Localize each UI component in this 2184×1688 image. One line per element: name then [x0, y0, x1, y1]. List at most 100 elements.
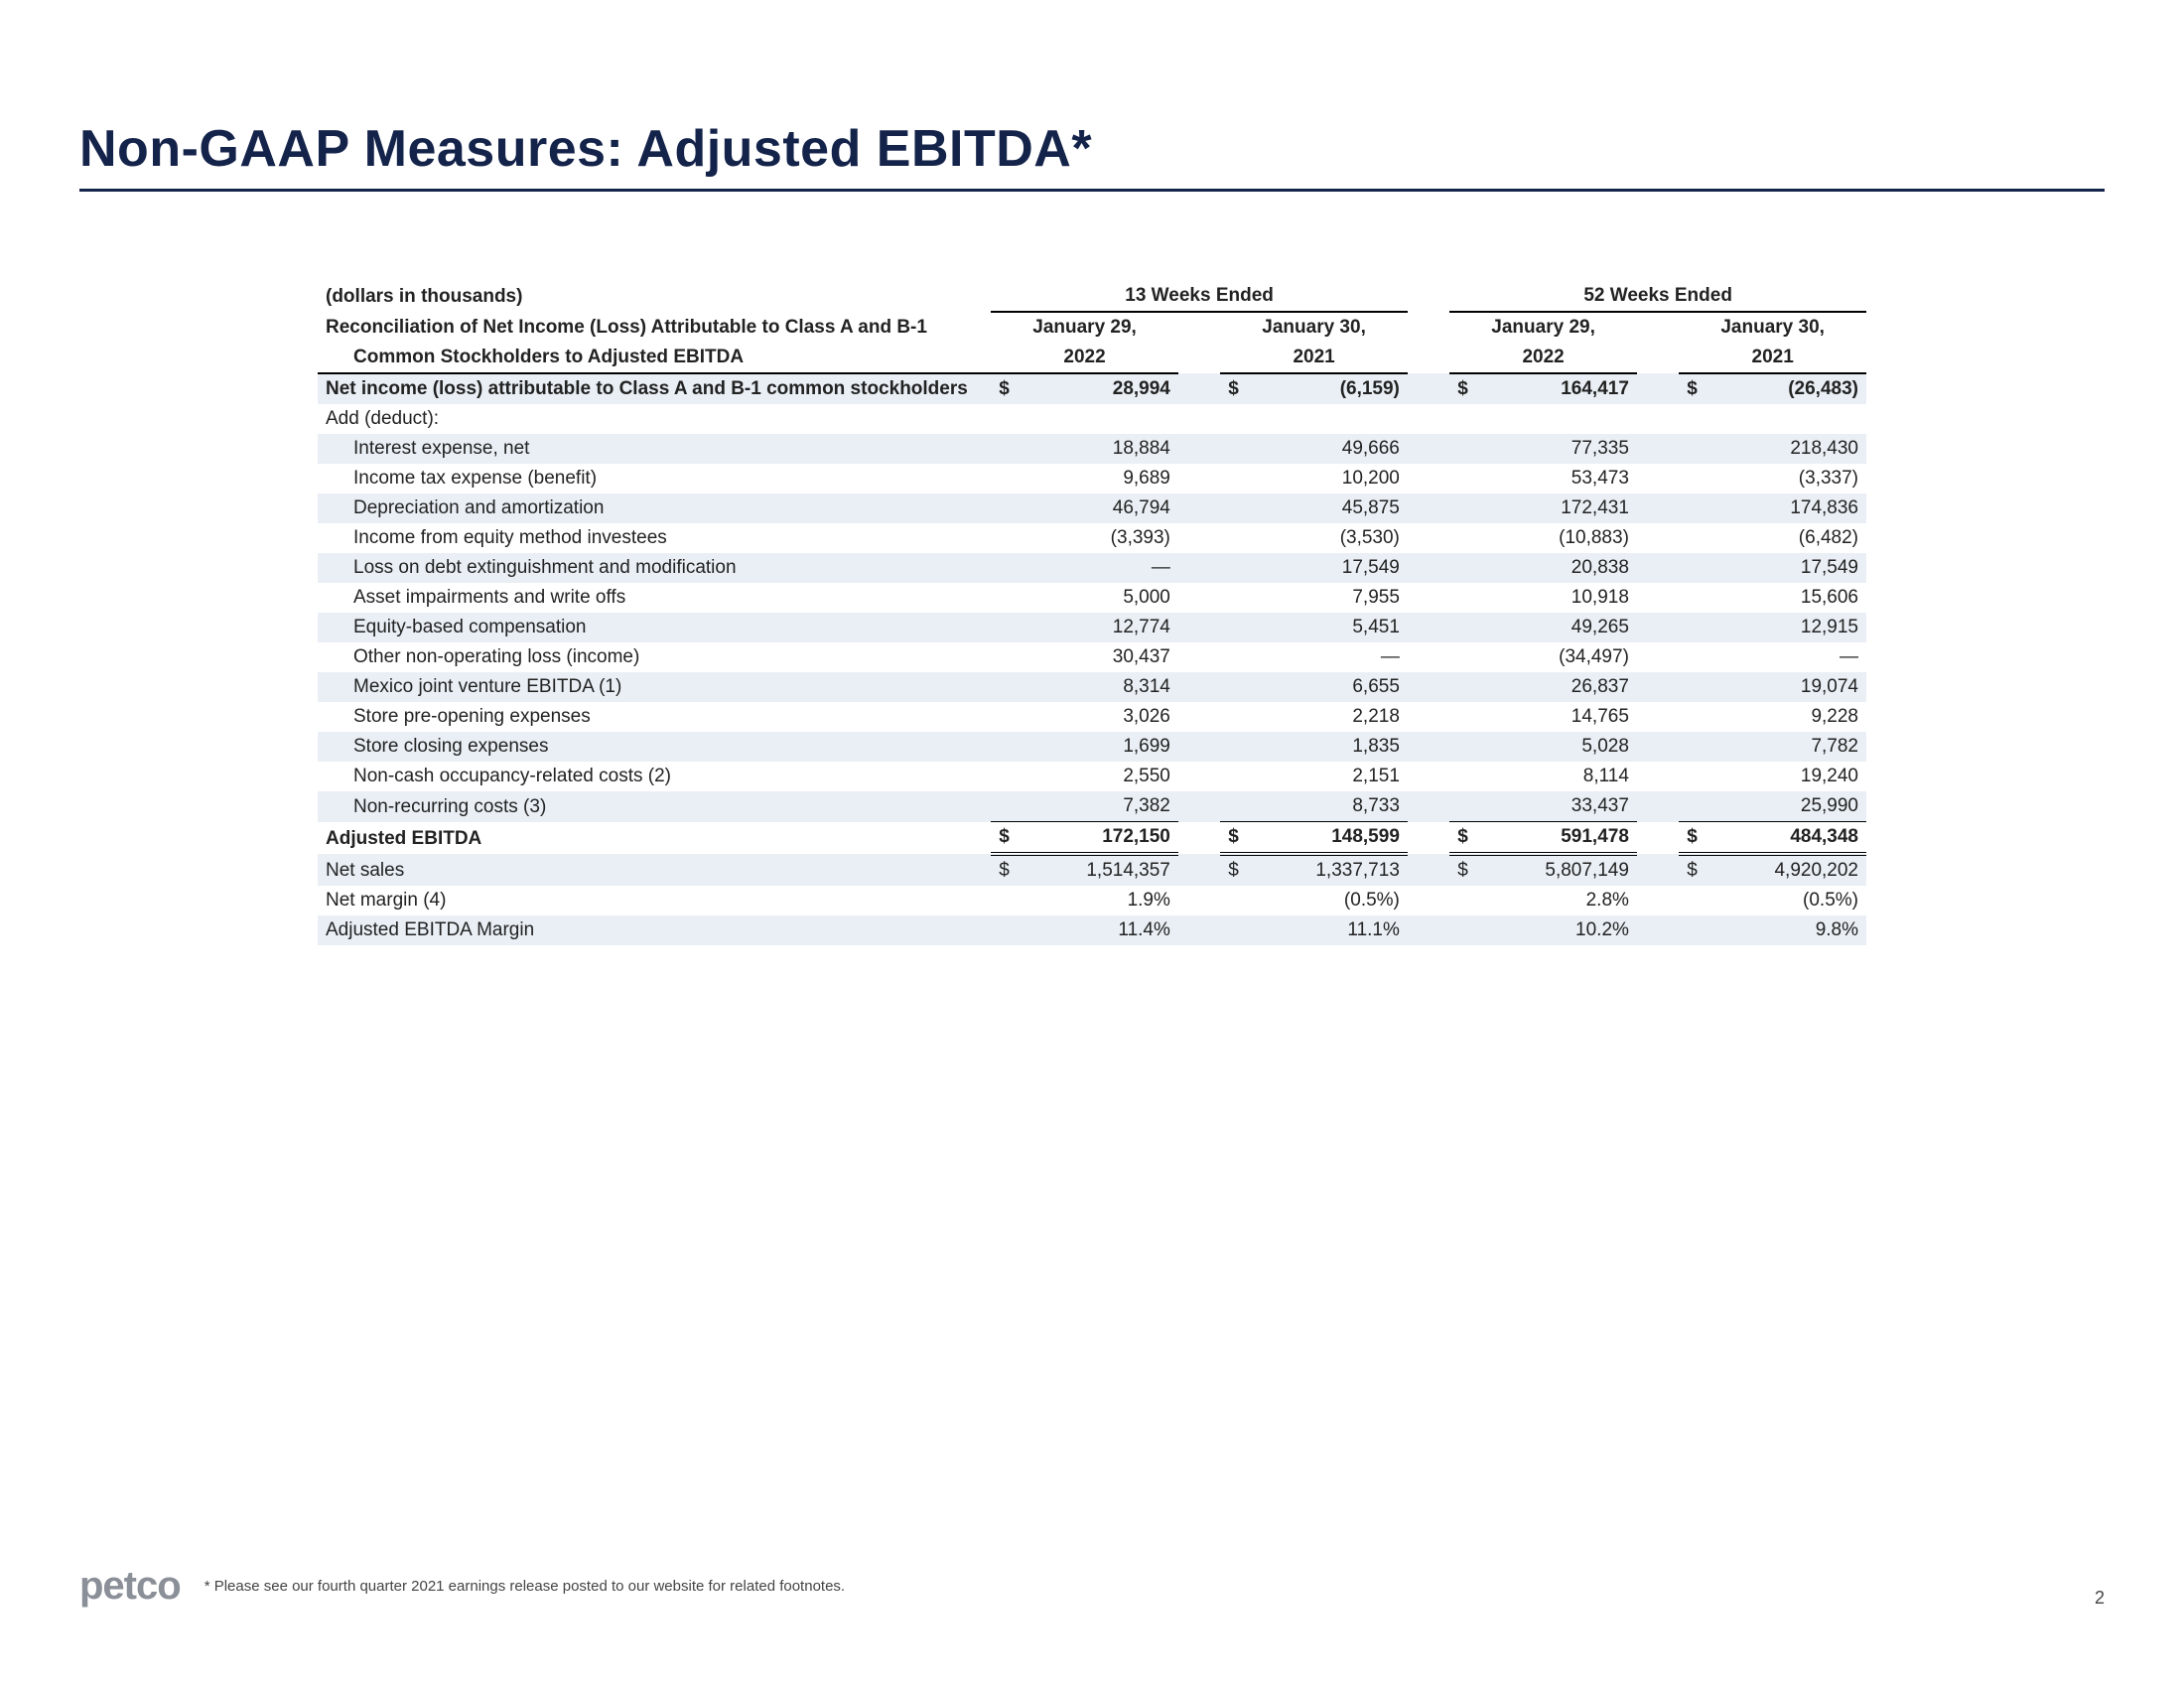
cell-value: (6,159) [1250, 373, 1408, 404]
cell-value: (3,530) [1250, 523, 1408, 553]
dollar-sign [1679, 732, 1708, 762]
cell-value: 30,437 [1021, 642, 1178, 672]
dollar-sign: $ [1679, 373, 1708, 404]
cell-value: 9.8% [1708, 915, 1866, 945]
dollar-sign [1449, 464, 1479, 493]
cell-value: 17,549 [1708, 553, 1866, 583]
cell-value: (6,482) [1708, 523, 1866, 553]
cell-value [1021, 404, 1178, 434]
table-row: Store pre-opening expenses3,0262,21814,7… [318, 702, 1866, 732]
cell-value: 49,666 [1250, 434, 1408, 464]
cell-value: 53,473 [1479, 464, 1637, 493]
date-c1l1: January 29, [991, 312, 1178, 343]
cell-value: 172,431 [1479, 493, 1637, 523]
recon-label-1: Reconciliation of Net Income (Loss) Attr… [318, 312, 991, 343]
dollar-sign [1220, 732, 1250, 762]
dollar-sign: $ [1449, 854, 1479, 886]
table-row: Loss on debt extinguishment and modifica… [318, 553, 1866, 583]
row-label: Income from equity method investees [318, 523, 991, 553]
row-label: Store pre-opening expenses [318, 702, 991, 732]
dollar-sign [1449, 762, 1479, 791]
cell-value: 218,430 [1708, 434, 1866, 464]
row-label: Non-cash occupancy-related costs (2) [318, 762, 991, 791]
row-label: Net margin (4) [318, 886, 991, 915]
dollar-sign [1679, 493, 1708, 523]
dollar-sign [1220, 464, 1250, 493]
cell-value: — [1250, 642, 1408, 672]
cell-value: 484,348 [1708, 822, 1866, 855]
dollar-sign [991, 523, 1021, 553]
dollar-sign [1679, 915, 1708, 945]
table-row: Store closing expenses1,6991,8355,0287,7… [318, 732, 1866, 762]
dollar-sign [991, 613, 1021, 642]
cell-value: 19,240 [1708, 762, 1866, 791]
dollar-sign [1449, 886, 1479, 915]
cell-value: 26,837 [1479, 672, 1637, 702]
dollar-sign: $ [1220, 854, 1250, 886]
dollar-sign [991, 583, 1021, 613]
cell-value: 9,689 [1021, 464, 1178, 493]
cell-value: 1.9% [1021, 886, 1178, 915]
row-label: Add (deduct): [318, 404, 991, 434]
dollar-sign [1679, 404, 1708, 434]
row-label: Depreciation and amortization [318, 493, 991, 523]
cell-value: 7,382 [1021, 791, 1178, 822]
cell-value: 1,514,357 [1021, 854, 1178, 886]
dollar-sign [991, 732, 1021, 762]
date-c3l2: 2022 [1449, 343, 1637, 373]
footnote-text: * Please see our fourth quarter 2021 ear… [205, 1578, 845, 1595]
cell-value [1250, 404, 1408, 434]
cell-value: (0.5%) [1708, 886, 1866, 915]
dollar-sign [1449, 434, 1479, 464]
dollar-sign [1679, 791, 1708, 822]
dollar-sign [1449, 915, 1479, 945]
cell-value: 2.8% [1479, 886, 1637, 915]
table-row: Other non-operating loss (income)30,437—… [318, 642, 1866, 672]
date-header-row-2: Common Stockholders to Adjusted EBITDA 2… [318, 343, 1866, 373]
dollar-sign [991, 464, 1021, 493]
date-c2l1: January 30, [1220, 312, 1408, 343]
cell-value: 148,599 [1250, 822, 1408, 855]
row-label: Adjusted EBITDA Margin [318, 915, 991, 945]
cell-value: 12,774 [1021, 613, 1178, 642]
period-52w: 52 Weeks Ended [1449, 281, 1866, 312]
dollar-sign [1449, 583, 1479, 613]
dollar-sign: $ [1679, 822, 1708, 855]
dollar-sign [1220, 493, 1250, 523]
table-row: Non-recurring costs (3)7,3828,73333,4372… [318, 791, 1866, 822]
period-header-row: (dollars in thousands) 13 Weeks Ended 52… [318, 281, 1866, 312]
ebitda-table-container: (dollars in thousands) 13 Weeks Ended 52… [318, 281, 1866, 945]
cell-value: (10,883) [1479, 523, 1637, 553]
dollar-sign: $ [1220, 822, 1250, 855]
date-c4l1: January 30, [1679, 312, 1866, 343]
cell-value: 172,150 [1021, 822, 1178, 855]
dollar-sign [1220, 553, 1250, 583]
dollar-sign [1220, 791, 1250, 822]
dollar-sign [1449, 791, 1479, 822]
recon-label-2: Common Stockholders to Adjusted EBITDA [318, 343, 991, 373]
cell-value: 7,782 [1708, 732, 1866, 762]
cell-value: 7,955 [1250, 583, 1408, 613]
dollar-sign [1679, 434, 1708, 464]
table-row: Equity-based compensation12,7745,45149,2… [318, 613, 1866, 642]
dollar-sign [991, 434, 1021, 464]
dollar-sign [991, 702, 1021, 732]
cell-value: 20,838 [1479, 553, 1637, 583]
cell-value: 15,606 [1708, 583, 1866, 613]
cell-value: 77,335 [1479, 434, 1637, 464]
dollar-sign [1220, 702, 1250, 732]
cell-value: 1,699 [1021, 732, 1178, 762]
row-label: Income tax expense (benefit) [318, 464, 991, 493]
cell-value: 45,875 [1250, 493, 1408, 523]
dollar-sign [1679, 886, 1708, 915]
table-row: Depreciation and amortization46,79445,87… [318, 493, 1866, 523]
cell-value: 5,000 [1021, 583, 1178, 613]
row-label: Non-recurring costs (3) [318, 791, 991, 822]
cell-value: 11.4% [1021, 915, 1178, 945]
date-c4l2: 2021 [1679, 343, 1866, 373]
cell-value: (0.5%) [1250, 886, 1408, 915]
date-header-row-1: Reconciliation of Net Income (Loss) Attr… [318, 312, 1866, 343]
dollar-sign [991, 642, 1021, 672]
table-row: Net margin (4) 1.9% (0.5%) 2.8% (0.5%) [318, 886, 1866, 915]
row-label: Loss on debt extinguishment and modifica… [318, 553, 991, 583]
